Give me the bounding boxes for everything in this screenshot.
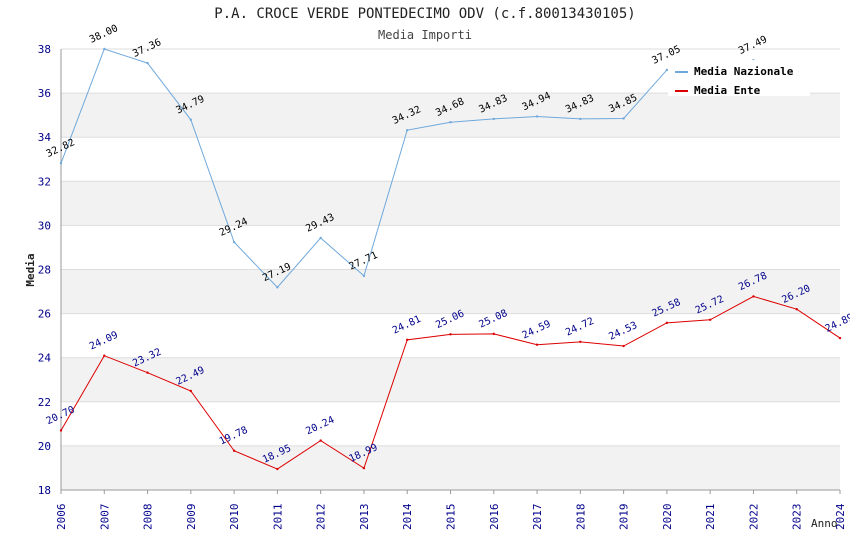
x-tick-label: 2011 [271,504,284,531]
x-tick-label: 2018 [574,504,587,531]
data-point [146,371,149,374]
data-point [362,274,366,278]
x-tick-label: 2006 [55,504,68,531]
band-32-34 [61,137,840,182]
data-point [838,336,842,340]
x-tick-label: 2014 [401,503,414,530]
x-tick-label: 2015 [445,504,458,531]
y-tick-label: 30 [38,219,51,232]
y-tick-label: 24 [38,352,52,365]
x-tick-label: 2013 [358,504,371,531]
data-point [319,439,322,442]
data-point [103,354,106,357]
data-point [276,467,279,471]
x-tick-label: 2016 [488,504,501,531]
x-tick-label: 2022 [747,504,760,531]
y-axis-title: Media [24,253,37,286]
data-point [579,340,582,344]
y-tick-label: 20 [38,440,51,453]
band-34-36 [61,93,840,138]
data-point [59,429,63,432]
data-point [708,318,712,321]
x-tick-label: 2007 [98,504,111,531]
data-point [535,343,539,346]
chart-title: P.A. CROCE VERDE PONTEDECIMO ODV (c.f.80… [214,6,635,22]
data-point [535,115,539,118]
x-tick-label: 2024 [834,503,847,530]
data-point [449,121,452,124]
data-point [232,240,236,244]
data-point [579,117,582,121]
x-tick-label: 2020 [661,504,674,531]
band-18-20 [61,445,840,490]
data-point [276,286,279,289]
data-point [232,449,236,452]
band-26-28 [61,269,840,314]
data-point [752,295,755,298]
legend-label-nazionale: Media Nazionale [694,65,794,78]
x-tick-label: 2019 [618,504,631,531]
y-tick-label: 34 [38,131,52,144]
band-22-24 [61,357,840,402]
y-tick-label: 26 [38,308,51,321]
data-point [622,344,625,348]
x-tick-label: 2008 [142,504,155,531]
y-tick-label: 28 [38,264,51,277]
data-point [492,332,495,336]
chart-subtitle: Media Importi [378,28,472,42]
data-point [189,118,193,121]
series-lines [59,47,842,471]
legend-box [668,60,810,96]
y-tick-label: 22 [38,396,51,409]
x-tick-label: 2009 [185,504,198,531]
data-label: 38.00 [88,23,120,46]
data-point [795,307,798,311]
x-tick-label: 2012 [315,504,328,531]
data-point [449,333,452,336]
x-tick-label: 2021 [704,504,717,531]
data-point [103,47,106,51]
y-tick-label: 32 [38,175,51,188]
data-point [665,68,669,72]
data-point [406,128,409,132]
data-point [319,236,322,240]
data-point [362,466,366,470]
data-point [189,389,193,393]
data-point [665,321,669,325]
band-20-22 [61,401,840,446]
data-point [492,117,495,121]
x-axis-title: Anno [811,517,838,530]
legend-label-ente: Media Ente [694,84,761,97]
y-tick-label: 38 [38,43,51,56]
x-tick-label: 2017 [531,504,544,531]
x-tick-label: 2010 [228,504,241,531]
y-tick-label: 36 [38,87,51,100]
data-point [406,338,409,342]
band-28-30 [61,225,840,270]
y-tick-label: 18 [38,484,51,497]
data-point [146,61,149,65]
x-tick-label: 2023 [791,504,804,531]
legend: Media Nazionale Media Ente [668,60,810,97]
data-point [622,117,625,120]
band-30-32 [61,181,840,226]
data-point [59,162,63,165]
